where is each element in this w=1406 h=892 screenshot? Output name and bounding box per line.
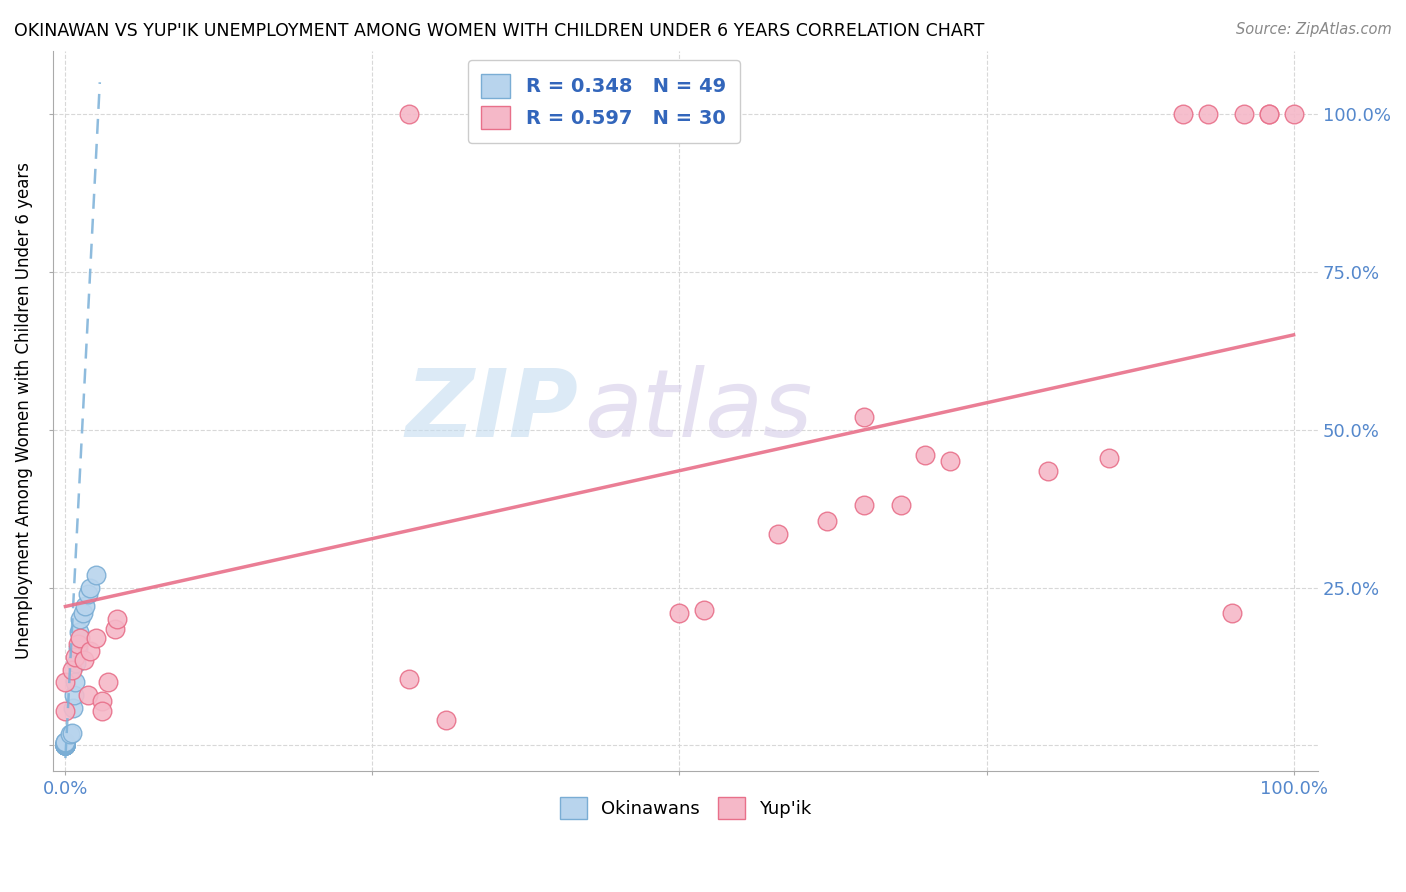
Point — [1258, 107, 1281, 121]
Point — [1098, 451, 1121, 466]
Point — [55, 737, 77, 751]
Point — [55, 739, 77, 753]
Point — [55, 739, 77, 753]
Point — [59, 727, 82, 741]
Point — [55, 738, 77, 752]
Point — [55, 675, 77, 690]
Point — [65, 675, 87, 690]
Point — [55, 739, 77, 753]
Point — [55, 739, 77, 753]
Y-axis label: Unemployment Among Women with Children Under 6 years: Unemployment Among Women with Children U… — [15, 162, 32, 659]
Point — [1233, 107, 1256, 121]
Point — [91, 704, 114, 718]
Point — [55, 739, 77, 753]
Point — [55, 739, 77, 753]
Point — [55, 739, 77, 753]
Point — [434, 713, 457, 727]
Point — [55, 739, 77, 753]
Point — [1197, 107, 1219, 121]
Point — [55, 739, 77, 753]
Point — [55, 739, 77, 753]
Point — [693, 602, 716, 616]
Point — [668, 606, 690, 620]
Text: OKINAWAN VS YUP'IK UNEMPLOYMENT AMONG WOMEN WITH CHILDREN UNDER 6 YEARS CORRELAT: OKINAWAN VS YUP'IK UNEMPLOYMENT AMONG WO… — [14, 22, 984, 40]
Point — [55, 736, 77, 750]
Point — [890, 499, 912, 513]
Point — [65, 650, 87, 665]
Point — [103, 622, 125, 636]
Point — [852, 499, 875, 513]
Point — [67, 624, 90, 639]
Point — [97, 675, 120, 690]
Text: Source: ZipAtlas.com: Source: ZipAtlas.com — [1236, 22, 1392, 37]
Point — [60, 726, 83, 740]
Point — [55, 737, 77, 751]
Point — [766, 526, 789, 541]
Point — [1171, 107, 1194, 121]
Point — [1036, 464, 1059, 478]
Point — [91, 694, 114, 708]
Point — [55, 739, 77, 753]
Point — [84, 568, 107, 582]
Point — [62, 700, 84, 714]
Point — [815, 514, 838, 528]
Point — [55, 737, 77, 751]
Legend: Okinawans, Yup'ik: Okinawans, Yup'ik — [553, 790, 818, 827]
Point — [55, 739, 77, 753]
Point — [69, 612, 91, 626]
Point — [66, 637, 89, 651]
Point — [76, 688, 98, 702]
Point — [79, 643, 101, 657]
Point — [60, 663, 83, 677]
Text: ZIP: ZIP — [405, 365, 578, 457]
Point — [65, 657, 87, 671]
Point — [55, 738, 77, 752]
Point — [55, 735, 77, 749]
Point — [938, 454, 960, 468]
Point — [398, 107, 420, 121]
Point — [55, 739, 77, 753]
Point — [69, 631, 91, 645]
Point — [55, 734, 77, 748]
Point — [55, 739, 77, 753]
Point — [55, 739, 77, 753]
Point — [63, 688, 86, 702]
Point — [79, 581, 101, 595]
Point — [398, 672, 420, 686]
Point — [1258, 107, 1281, 121]
Point — [55, 739, 77, 753]
Point — [76, 587, 98, 601]
Point — [66, 640, 89, 655]
Point — [55, 739, 77, 753]
Point — [852, 409, 875, 424]
Point — [72, 606, 94, 620]
Point — [1220, 606, 1243, 620]
Point — [55, 739, 77, 753]
Point — [55, 739, 77, 753]
Point — [55, 739, 77, 753]
Point — [1282, 107, 1305, 121]
Point — [73, 653, 96, 667]
Point — [55, 704, 77, 718]
Point — [55, 739, 77, 753]
Text: atlas: atlas — [585, 365, 813, 456]
Point — [55, 739, 77, 753]
Point — [914, 448, 936, 462]
Point — [55, 739, 77, 753]
Point — [55, 739, 77, 753]
Point — [105, 612, 128, 626]
Point — [55, 739, 77, 753]
Point — [55, 739, 77, 753]
Point — [55, 739, 77, 753]
Point — [75, 599, 97, 614]
Point — [84, 631, 107, 645]
